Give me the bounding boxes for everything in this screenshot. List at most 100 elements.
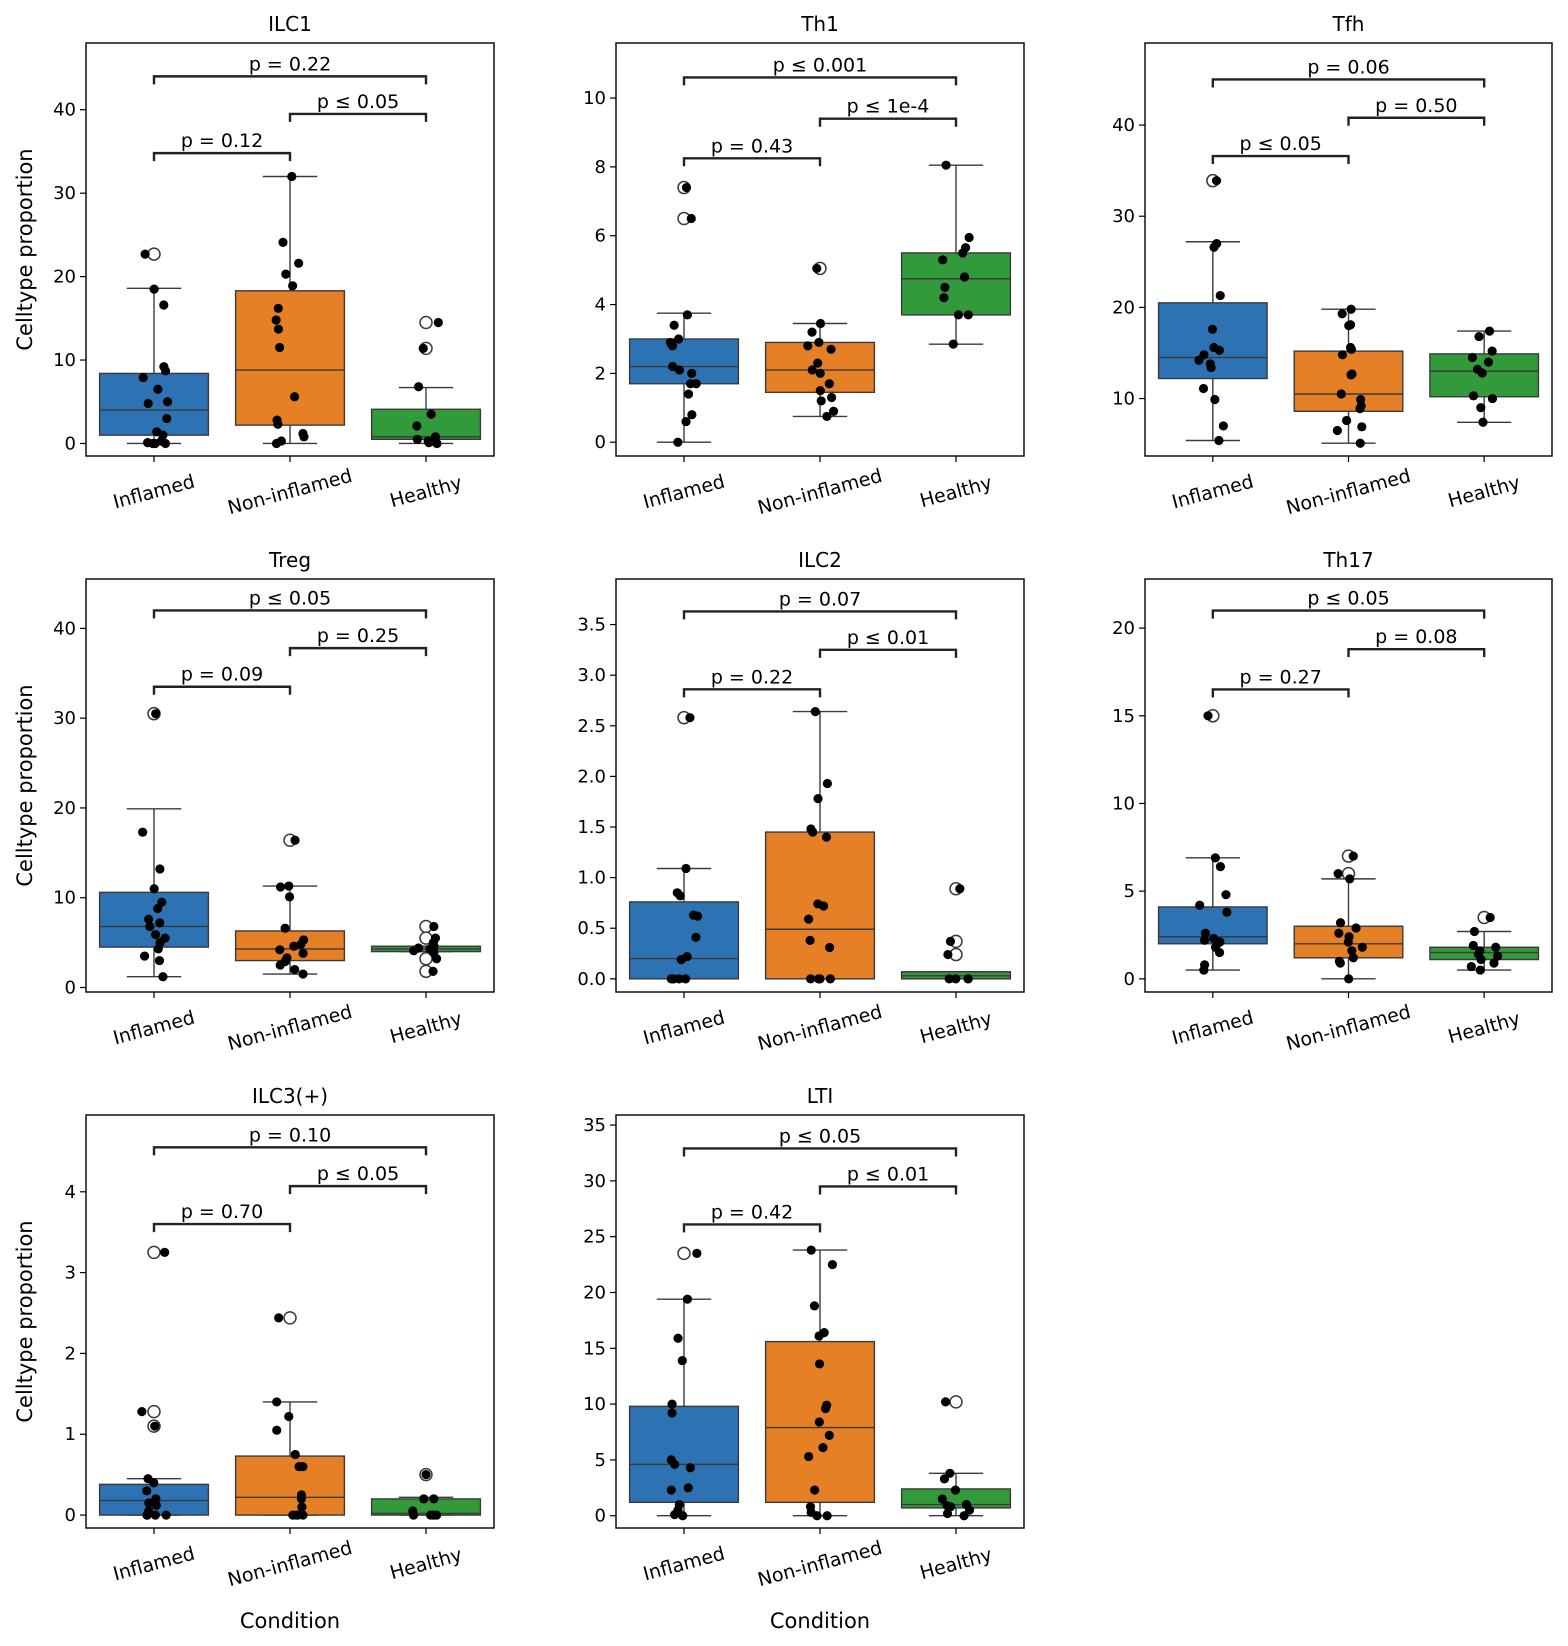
data-point [822,1511,832,1521]
data-point [814,337,824,348]
data-point [150,929,161,940]
data-point [1199,965,1209,975]
y-tick-label: 25 [583,1227,606,1248]
panel-title: ILC3(+) [252,1084,328,1108]
data-point [284,1411,294,1422]
y-tick-label: 0.5 [577,918,606,939]
data-point [1355,403,1365,414]
data-point [807,365,817,375]
x-tick-label: Healthy [388,1544,465,1584]
data-point [275,960,285,970]
data-point [1335,918,1346,928]
data-point [667,1399,677,1409]
data-point [1342,415,1352,426]
significance-bracket [818,1185,958,1195]
y-tick-label: 10 [1112,793,1135,814]
data-point [1476,954,1486,965]
data-point [139,951,150,961]
p-value-label: p ≤ 0.01 [847,627,929,649]
significance-bracket [682,157,822,167]
data-point [408,1510,419,1520]
x-tick-label: Inflamed [1170,1007,1256,1050]
data-point [432,954,442,964]
box-healthy [370,408,482,441]
significance-bracket [288,646,428,657]
data-point [681,974,691,984]
data-point [1337,309,1347,319]
p-value-label: p ≤ 0.05 [1239,133,1321,155]
data-point [294,258,304,268]
data-point [816,396,826,406]
y-tick-label: 2.5 [577,716,606,737]
data-point [151,1500,161,1510]
data-point [959,1511,969,1521]
data-point [1357,422,1367,432]
data-point [1346,304,1356,314]
box-non-inflamed [234,290,346,426]
x-tick-label: Inflamed [111,1543,197,1586]
data-point [813,794,823,804]
outlier-marker [147,1245,161,1260]
data-point [421,1470,431,1480]
data-point [673,334,684,344]
panel-title: Th1 [800,12,839,36]
x-tick-label: Non-inflamed [1284,1001,1413,1055]
p-value-label: p = 0.22 [711,666,793,688]
data-point [674,365,685,375]
data-point [1478,417,1488,427]
data-point [296,939,306,950]
data-point [273,419,283,429]
data-point [275,945,285,955]
data-point [963,310,973,320]
x-tick-label: Healthy [918,1008,995,1048]
data-point [822,411,832,422]
y-tick-label: 20 [53,798,76,819]
significance-bracket [682,688,822,698]
y-tick-label: 1.5 [577,817,606,838]
data-point [1207,324,1218,334]
x-tick-label: Healthy [1446,472,1523,512]
data-point [298,1461,308,1472]
data-point [426,409,436,419]
data-point [1334,928,1344,938]
data-point [271,438,282,449]
data-point [1491,942,1501,952]
data-point [155,864,165,874]
data-point [138,372,148,383]
data-point [1203,711,1213,721]
data-point [941,160,951,170]
data-point [419,1494,429,1504]
data-point [814,1331,824,1341]
p-value-label: p = 0.07 [779,588,861,610]
data-point [1198,383,1209,394]
data-point [963,974,973,984]
data-point [151,709,161,719]
x-tick-label: Inflamed [111,1007,197,1050]
data-point [1476,403,1486,413]
data-point [142,1510,152,1520]
data-point [812,1511,822,1521]
y-tick-label: 8 [595,157,606,178]
significance-bracket [818,117,958,127]
y-tick-label: 30 [53,183,76,204]
p-value-label: p ≤ 0.05 [1307,588,1389,610]
data-point [940,1397,951,1407]
data-point [810,1485,820,1495]
significance-bracket [1211,78,1486,88]
data-point [813,358,823,368]
box-inflamed [628,901,740,980]
p-value-label: p = 0.10 [249,1124,331,1146]
data-point [828,406,839,416]
data-point [290,964,300,975]
data-point [820,1403,831,1414]
data-point [806,974,816,984]
chart-panel-2: Th1 0 2 4 6 8 10 Inflamed Non-inflamed Healthy p ≤… [583,12,1025,519]
data-point [808,827,818,837]
significance-bracket [682,76,958,86]
y-tick-label: 0 [65,433,76,454]
data-point [1348,953,1358,963]
data-point [289,392,300,402]
y-tick-label: 10 [583,1394,606,1415]
panel-title: Tfh [1332,12,1365,36]
data-point [819,901,829,911]
